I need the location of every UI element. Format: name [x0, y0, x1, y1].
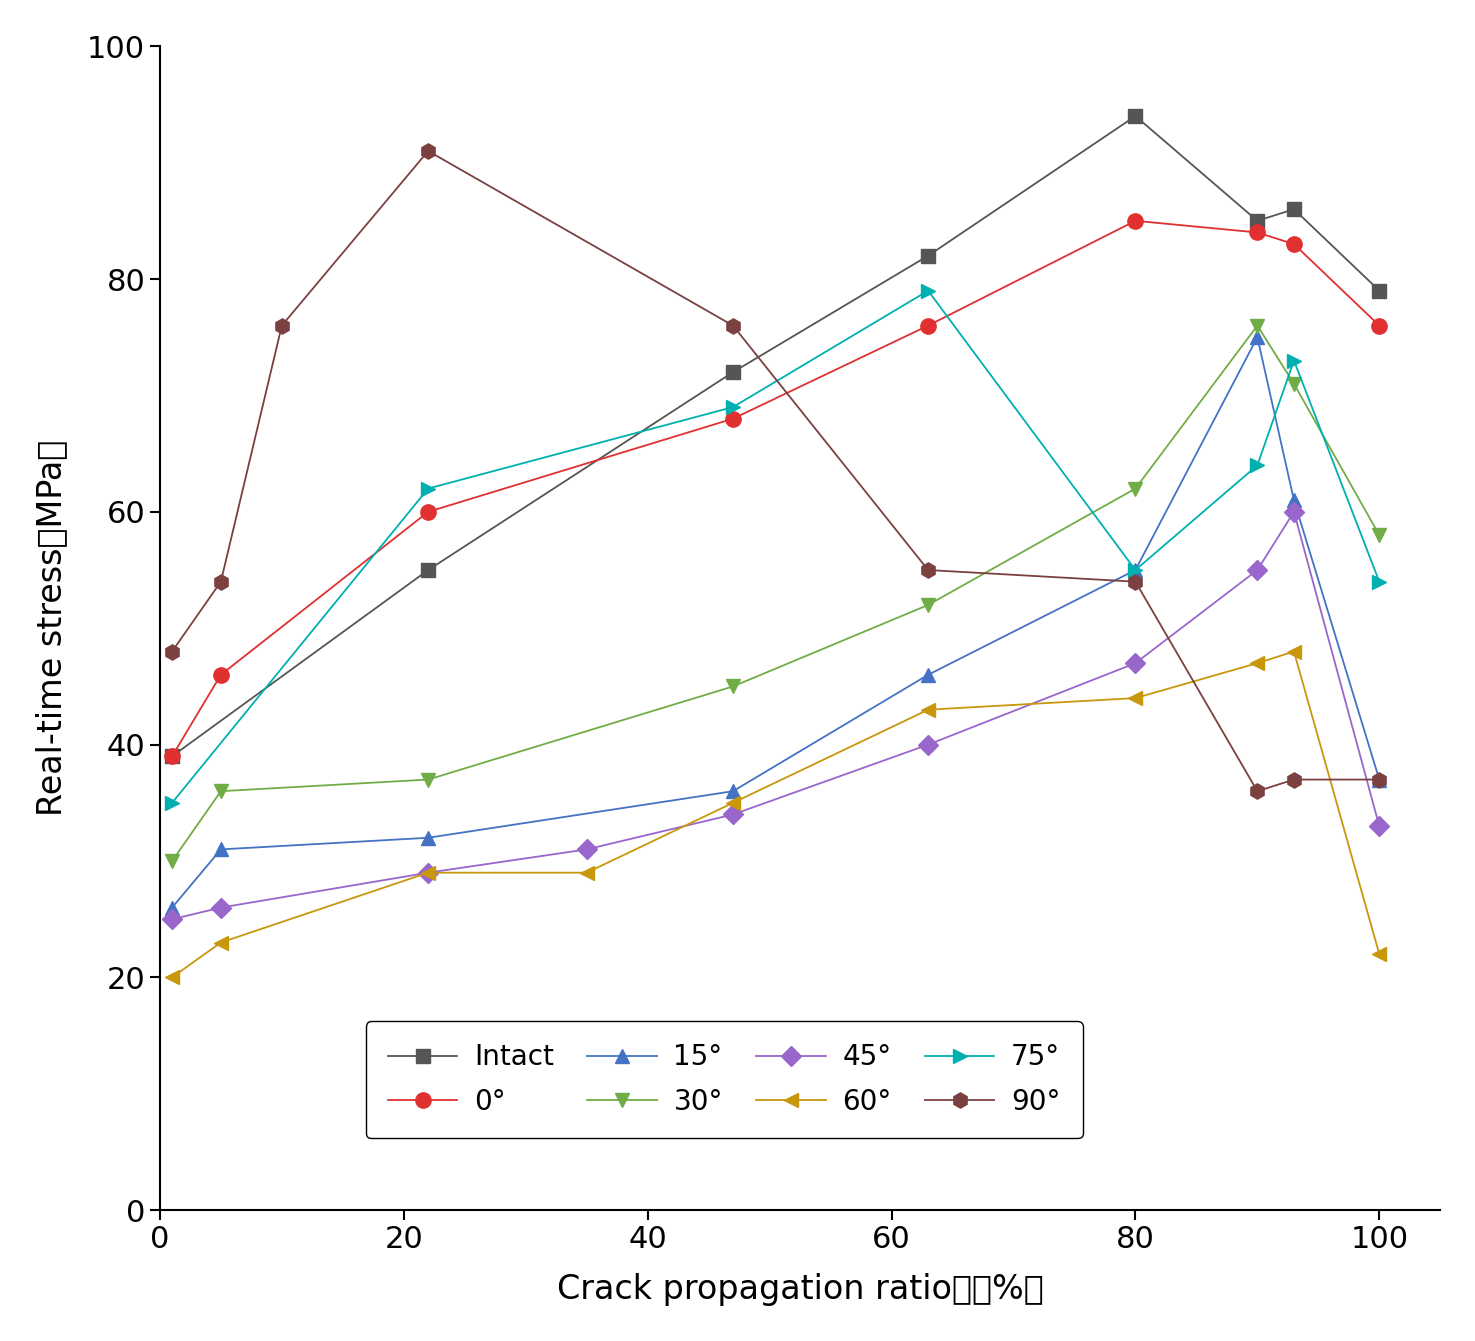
- 15°: [212, 841, 230, 857]
- 60°: [419, 865, 437, 881]
- 90°: [919, 562, 937, 578]
- 75°: [419, 480, 437, 496]
- 75°: [1370, 574, 1388, 590]
- 90°: [419, 143, 437, 160]
- 90°: [1285, 771, 1302, 787]
- 15°: [1248, 329, 1266, 345]
- 45°: [419, 865, 437, 881]
- Line: 30°: 30°: [165, 319, 1386, 868]
- 75°: [164, 795, 181, 811]
- 30°: [1248, 318, 1266, 334]
- 0°: [1370, 318, 1388, 334]
- 90°: [1370, 771, 1388, 787]
- 45°: [919, 736, 937, 752]
- 30°: [919, 597, 937, 613]
- Line: 15°: 15°: [165, 330, 1386, 915]
- 75°: [1285, 353, 1302, 369]
- 60°: [164, 970, 181, 986]
- 30°: [164, 853, 181, 869]
- 90°: [724, 318, 742, 334]
- 45°: [1285, 504, 1302, 520]
- 0°: [419, 504, 437, 520]
- 60°: [724, 795, 742, 811]
- 45°: [1370, 818, 1388, 834]
- 90°: [1248, 783, 1266, 799]
- Intact: [419, 562, 437, 578]
- 60°: [1248, 656, 1266, 672]
- 75°: [919, 283, 937, 299]
- 90°: [273, 318, 291, 334]
- 90°: [164, 644, 181, 660]
- Line: Intact: Intact: [165, 109, 1386, 763]
- 60°: [1127, 691, 1145, 707]
- Y-axis label: Real-time stress（MPa）: Real-time stress（MPa）: [35, 440, 68, 817]
- X-axis label: Crack propagation ratio　（%）: Crack propagation ratio （%）: [556, 1273, 1043, 1306]
- 30°: [419, 771, 437, 787]
- 45°: [724, 806, 742, 822]
- 0°: [1285, 236, 1302, 252]
- 30°: [1127, 480, 1145, 496]
- 0°: [1127, 213, 1145, 229]
- 15°: [419, 830, 437, 846]
- 45°: [578, 841, 596, 857]
- 60°: [919, 701, 937, 717]
- 15°: [919, 666, 937, 683]
- 45°: [1127, 656, 1145, 672]
- 30°: [724, 679, 742, 695]
- 60°: [212, 935, 230, 951]
- 45°: [164, 911, 181, 927]
- 0°: [724, 410, 742, 426]
- Line: 0°: 0°: [164, 213, 1386, 764]
- Intact: [724, 365, 742, 381]
- 15°: [724, 783, 742, 799]
- Intact: [1127, 109, 1145, 125]
- 15°: [164, 900, 181, 916]
- 15°: [1370, 771, 1388, 787]
- 90°: [212, 574, 230, 590]
- Intact: [1285, 201, 1302, 217]
- Line: 45°: 45°: [165, 506, 1386, 927]
- 60°: [1285, 644, 1302, 660]
- Line: 75°: 75°: [165, 284, 1386, 810]
- Intact: [919, 248, 937, 264]
- Intact: [164, 748, 181, 764]
- 30°: [1285, 375, 1302, 392]
- 75°: [1127, 562, 1145, 578]
- 60°: [1370, 947, 1388, 963]
- 60°: [578, 865, 596, 881]
- 0°: [1248, 224, 1266, 240]
- 30°: [1370, 527, 1388, 543]
- 15°: [1285, 492, 1302, 508]
- 30°: [212, 783, 230, 799]
- 15°: [1127, 562, 1145, 578]
- 0°: [212, 666, 230, 683]
- Legend: Intact, 0°, 15°, 30°, 45°, 60°, 75°, 90°: Intact, 0°, 15°, 30°, 45°, 60°, 75°, 90°: [366, 1021, 1083, 1139]
- 45°: [212, 900, 230, 916]
- 45°: [1248, 562, 1266, 578]
- Intact: [1370, 283, 1388, 299]
- 75°: [724, 400, 742, 416]
- 0°: [919, 318, 937, 334]
- Intact: [1248, 213, 1266, 229]
- 0°: [164, 748, 181, 764]
- 75°: [1248, 457, 1266, 473]
- Line: 60°: 60°: [165, 645, 1386, 984]
- Line: 90°: 90°: [164, 143, 1386, 799]
- 90°: [1127, 574, 1145, 590]
